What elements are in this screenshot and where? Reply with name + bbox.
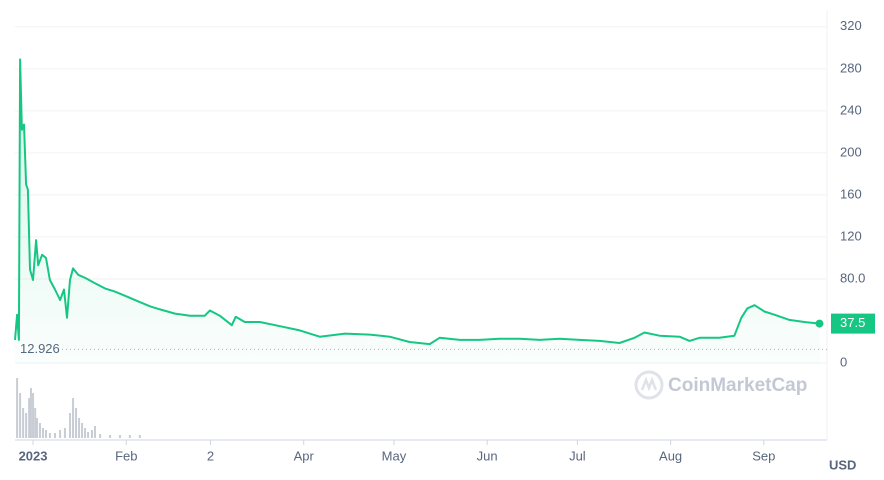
price-area (15, 59, 820, 364)
volume-bar (22, 408, 25, 438)
volume-bar (93, 426, 96, 438)
volume-bar (118, 435, 121, 438)
watermark-text: CoinMarketCap (668, 375, 807, 396)
volume-bar (75, 408, 78, 438)
volume-bar (35, 418, 38, 438)
x-tick-label: Apr (294, 448, 315, 463)
volume-bar (16, 378, 19, 438)
volume-bar (41, 428, 44, 438)
currency-label: USD (829, 457, 856, 472)
y-tick-label: 160 (840, 186, 862, 201)
y-tick-label: 280 (840, 60, 862, 75)
x-tick-label: May (382, 448, 407, 463)
volume-bar (84, 428, 87, 438)
volume-bar (81, 423, 84, 438)
price-line (14, 58, 820, 346)
volume-bar (32, 393, 35, 438)
y-tick-label: 320 (840, 18, 862, 33)
volume-bar (99, 434, 102, 438)
y-tick-label: 120 (840, 228, 862, 243)
volume-bar (72, 398, 75, 438)
volume-bar (53, 433, 56, 438)
last-price-badge (831, 313, 875, 334)
y-tick-label: 80.0 (840, 270, 865, 285)
volume-bar (48, 433, 51, 438)
x-tick-label: Aug (659, 448, 682, 463)
watermark (634, 370, 664, 400)
watermark-logo (634, 370, 664, 400)
x-tick-label: Jul (569, 448, 586, 463)
volume-bar (128, 435, 131, 438)
x-tick-label: Feb (115, 448, 137, 463)
volume-bar (19, 393, 22, 438)
volume-bar (87, 432, 90, 438)
volume-bar (138, 435, 141, 438)
last-point (815, 319, 824, 328)
volume-bar (44, 430, 47, 438)
volume-bar (38, 423, 41, 438)
volume-bar (59, 430, 62, 438)
y-tick-label: 240 (840, 102, 862, 117)
watermark-logo-mark (640, 376, 658, 392)
x-tick-label: Jun (477, 448, 498, 463)
volume-bar (90, 430, 93, 438)
volume-bar (109, 435, 112, 438)
x-tick-label: 2023 (19, 448, 48, 463)
volume-bar (34, 408, 37, 438)
y-tick-label: 0 (840, 354, 847, 369)
y-tick-label: 200 (840, 144, 862, 159)
volume-bar (63, 428, 66, 438)
volume-bar (25, 413, 28, 438)
volume-bar (78, 418, 81, 438)
volume-bar (29, 388, 32, 438)
last-price-label: 37.5 (840, 315, 865, 330)
volume-bar (28, 398, 31, 438)
x-tick-label: Sep (752, 448, 775, 463)
x-tick-label: 2 (207, 448, 214, 463)
volume-bar (69, 413, 72, 438)
